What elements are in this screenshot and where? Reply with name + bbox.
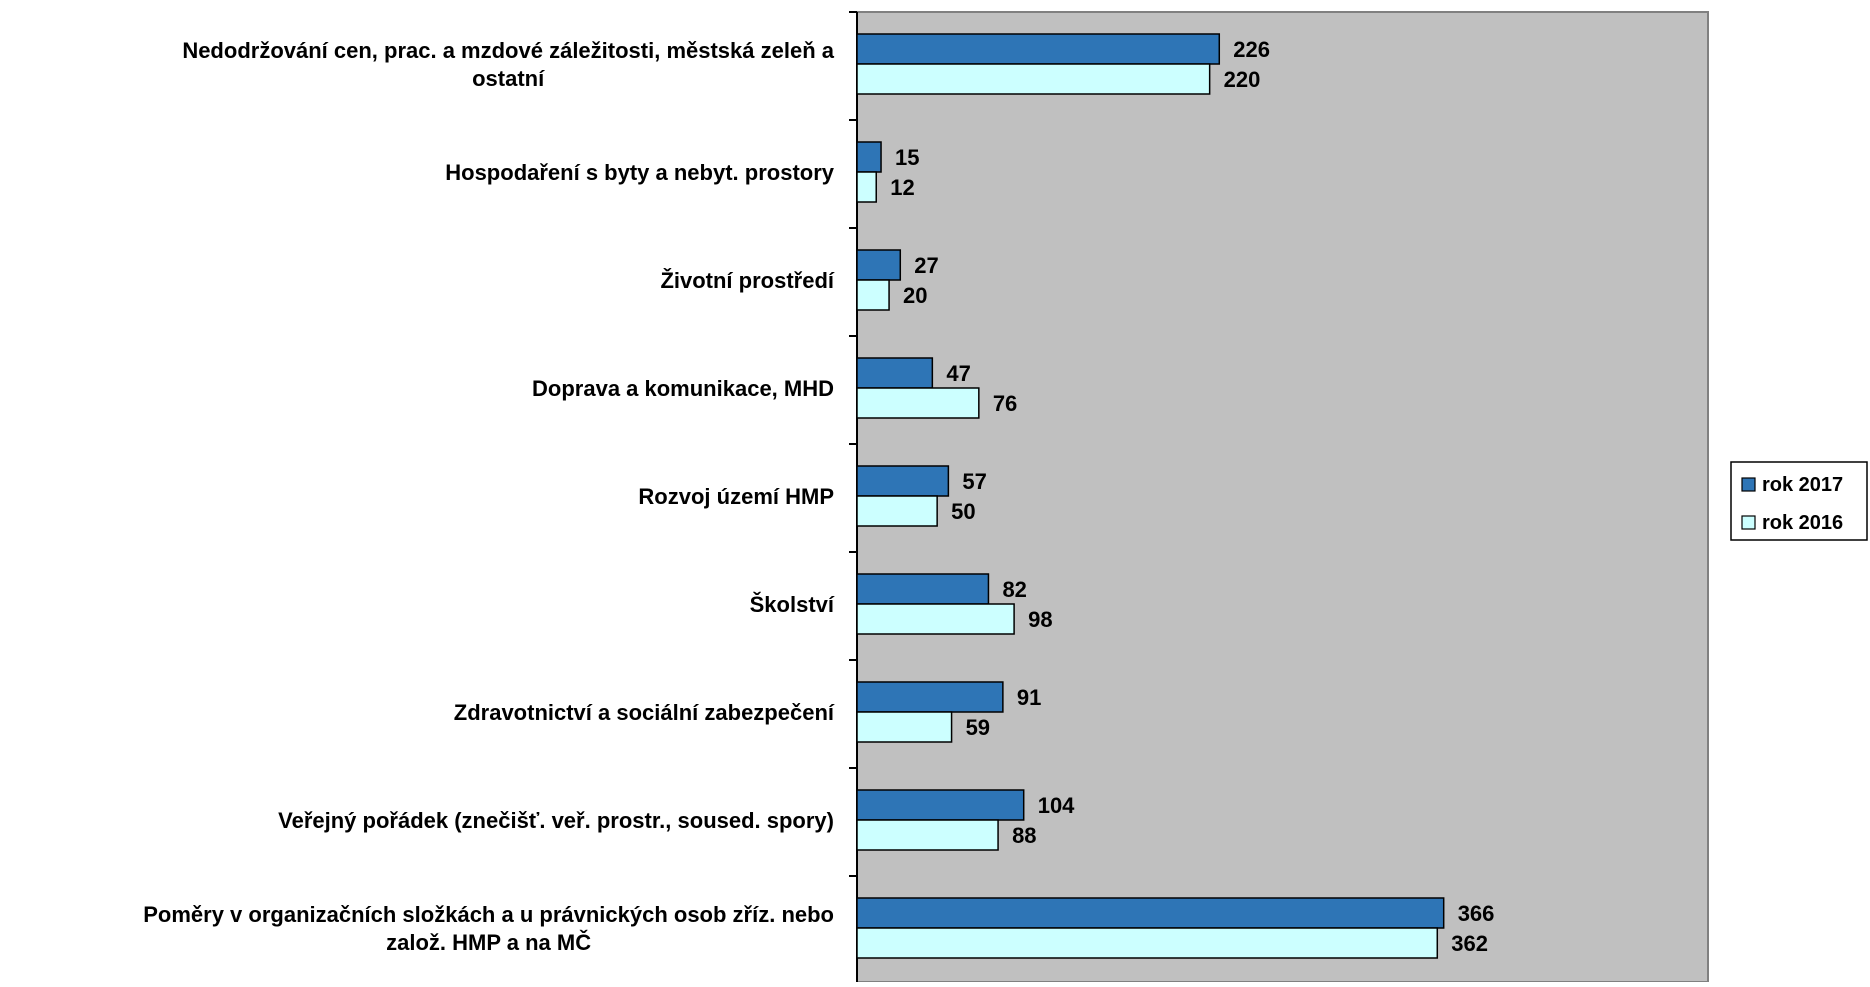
legend-entry: rok 2016 <box>1762 512 1843 534</box>
category-label: Zdravotnictví a sociální zabezpečení <box>454 700 835 725</box>
bar <box>856 927 1439 959</box>
bar <box>856 357 934 389</box>
bar <box>856 63 1211 95</box>
category-label-line: Veřejný pořádek (znečišť. veř. prostr., … <box>278 808 834 833</box>
category-label-line: Nedodržování cen, prac. a mzdové záležit… <box>182 38 834 63</box>
bar <box>856 249 902 281</box>
category-label-line: Rozvoj území HMP <box>638 484 834 509</box>
data-label: 91 <box>1017 685 1041 710</box>
data-label: 15 <box>895 145 919 170</box>
data-label: 50 <box>951 499 975 524</box>
category-label: Doprava a komunikace, MHD <box>532 376 834 401</box>
bar <box>856 171 877 203</box>
bar <box>856 897 1445 929</box>
data-label: 226 <box>1233 37 1270 62</box>
bar <box>856 789 1025 821</box>
category-label-line: Zdravotnictví a sociální zabezpečení <box>454 700 835 725</box>
bar <box>856 681 1004 713</box>
data-label: 104 <box>1038 793 1075 818</box>
legend-entry: rok 2017 <box>1762 474 1843 496</box>
category-label-line: Poměry v organizačních složkách a u práv… <box>143 902 834 927</box>
category-label: Školství <box>750 592 835 617</box>
data-label: 27 <box>914 253 938 278</box>
legend-swatch <box>1741 515 1756 530</box>
category-label: Životní prostředí <box>660 268 834 293</box>
bar <box>856 495 938 527</box>
bar <box>856 33 1221 65</box>
data-label: 366 <box>1458 901 1495 926</box>
bar <box>856 603 1015 635</box>
data-label: 88 <box>1012 823 1036 848</box>
data-label: 47 <box>946 361 970 386</box>
category-label-line: Školství <box>750 592 835 617</box>
category-label-line: ostatní <box>472 66 545 91</box>
legend-swatch <box>1741 477 1756 492</box>
axis-ticks <box>849 11 857 877</box>
data-label: 20 <box>903 283 927 308</box>
category-label-line: Hospodaření s byty a nebyt. prostory <box>445 160 835 185</box>
bar <box>856 465 950 497</box>
category-label: Veřejný pořádek (znečišť. veř. prostr., … <box>278 808 834 833</box>
data-label: 76 <box>993 391 1017 416</box>
bar <box>856 819 999 851</box>
bar <box>856 141 882 173</box>
data-label: 220 <box>1224 67 1261 92</box>
category-label: Hospodaření s byty a nebyt. prostory <box>445 160 835 185</box>
bar <box>856 387 980 419</box>
category-label-line: založ. HMP a na MČ <box>386 930 591 955</box>
data-label: 98 <box>1028 607 1052 632</box>
bar <box>856 279 890 311</box>
category-label: Rozvoj území HMP <box>638 484 834 509</box>
data-label: 12 <box>890 175 914 200</box>
data-label: 362 <box>1451 931 1488 956</box>
data-label: 59 <box>966 715 990 740</box>
category-label-line: Životní prostředí <box>660 268 834 293</box>
bars <box>856 33 1445 959</box>
data-label: 82 <box>1002 577 1026 602</box>
category-label: Nedodržování cen, prac. a mzdové záležit… <box>182 38 834 91</box>
bar <box>856 573 990 605</box>
category-label-line: Doprava a komunikace, MHD <box>532 376 834 401</box>
data-label: 57 <box>962 469 986 494</box>
legend: rok 2017 rok 2016 <box>1730 461 1868 541</box>
category-labels: Nedodržování cen, prac. a mzdové záležit… <box>143 38 835 955</box>
category-label: Poměry v organizačních složkách a u práv… <box>143 902 834 955</box>
bar <box>856 711 953 743</box>
